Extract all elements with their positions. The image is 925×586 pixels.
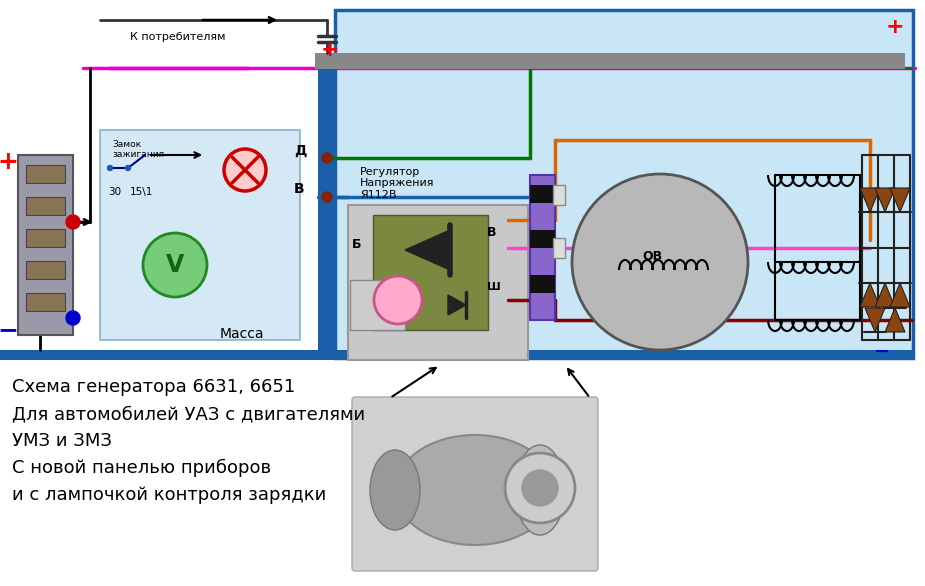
Bar [26,229,65,247]
Circle shape [505,453,575,523]
Circle shape [522,470,558,506]
Circle shape [107,165,113,171]
Bar [530,275,555,293]
Bar [348,205,528,360]
Bar [26,197,65,215]
Polygon shape [860,188,880,212]
Bar [373,215,488,330]
Bar [350,280,405,330]
Polygon shape [890,188,910,212]
FancyBboxPatch shape [352,397,598,571]
Polygon shape [865,308,885,332]
Bar [530,185,555,203]
Text: Регулятор
Напряжения
Я112В: Регулятор Напряжения Я112В [360,167,435,200]
Text: +: + [321,40,339,60]
Text: V: V [166,253,184,277]
FancyBboxPatch shape [18,155,73,335]
Circle shape [66,215,80,229]
Bar [26,293,65,311]
Bar [530,175,555,320]
Text: 15\1: 15\1 [130,187,154,197]
Circle shape [126,165,130,171]
Circle shape [143,233,207,297]
Text: Для автомобилей УАЗ с двигателями: Для автомобилей УАЗ с двигателями [12,405,365,423]
Ellipse shape [395,435,555,545]
Circle shape [224,149,266,191]
Text: УМЗ и ЗМЗ: УМЗ и ЗМЗ [12,432,112,450]
Text: Схема генератора 6631, 6651: Схема генератора 6631, 6651 [12,378,295,396]
Bar [26,261,65,279]
Polygon shape [405,230,450,270]
Ellipse shape [515,445,565,535]
Bar [553,238,565,258]
Polygon shape [860,283,880,307]
Polygon shape [875,188,895,212]
Text: К потребителям: К потребителям [130,32,226,42]
Text: Б: Б [352,238,362,251]
Text: 30: 30 [108,187,121,197]
Polygon shape [875,283,895,307]
Polygon shape [885,308,905,332]
Text: и с лампочкой контроля зарядки: и с лампочкой контроля зарядки [12,486,327,504]
Text: Ш: Ш [487,282,500,292]
Text: +: + [0,150,18,174]
Bar [530,230,555,248]
Text: Масса: Масса [220,327,265,341]
Text: Д: Д [294,144,306,158]
Text: В: В [487,226,497,239]
Circle shape [572,174,748,350]
Polygon shape [890,283,910,307]
Bar [335,10,913,358]
Text: Замок
зажигания: Замок зажигания [112,140,164,159]
Polygon shape [448,295,466,315]
Bar [553,185,565,205]
Text: В: В [294,182,304,196]
Text: +: + [886,17,905,37]
Bar [100,130,300,340]
Text: С новой панелью приборов: С новой панелью приборов [12,459,271,477]
Ellipse shape [370,450,420,530]
Circle shape [66,311,80,325]
Bar [0,350,915,360]
Text: −: − [0,318,18,342]
Circle shape [322,153,332,163]
Bar [26,165,65,183]
Bar [318,53,336,355]
Text: ОВ: ОВ [642,250,662,264]
Circle shape [374,276,422,324]
Text: −: − [874,342,890,361]
Bar [315,53,905,69]
Circle shape [322,192,332,202]
